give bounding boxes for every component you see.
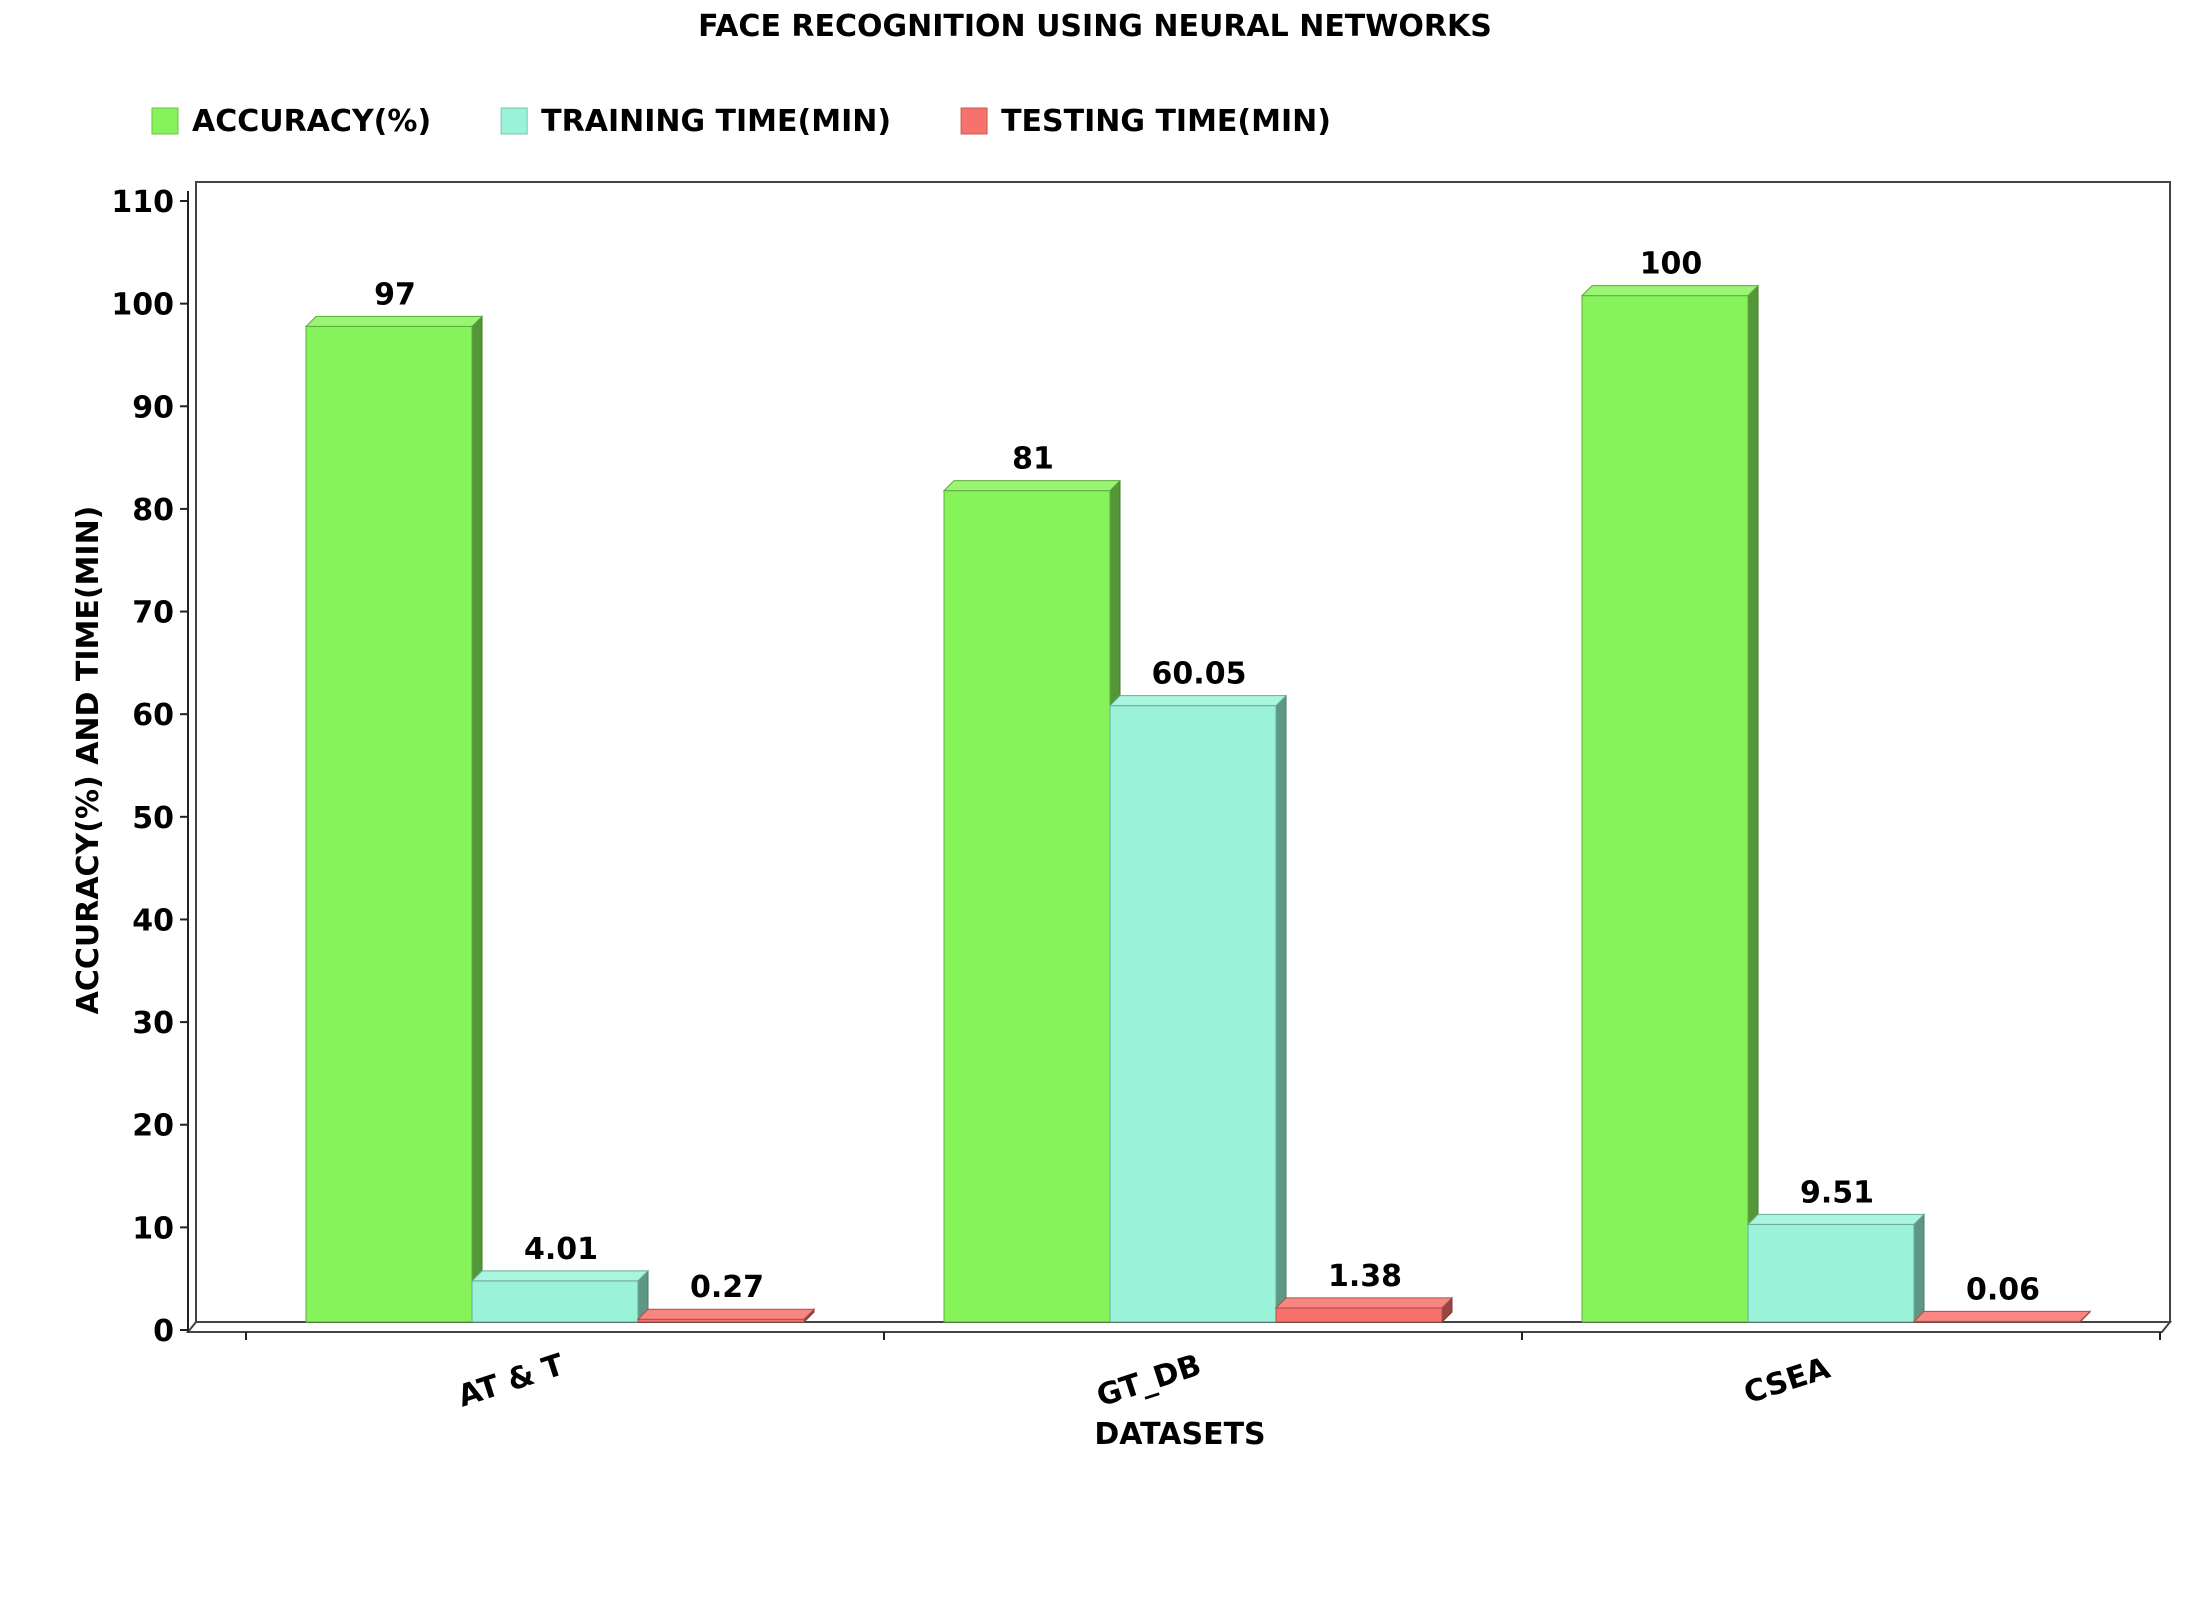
bar-0-2 bbox=[1580, 284, 1760, 1324]
x-tick-label: CSEA bbox=[1740, 1350, 1835, 1411]
data-label: 81 bbox=[1012, 442, 1054, 477]
bar-side bbox=[1747, 284, 1759, 1324]
bar-front bbox=[1581, 295, 1749, 1323]
bar-1-0 bbox=[470, 1269, 650, 1324]
bar-0-0 bbox=[304, 315, 484, 1324]
chart-floor bbox=[185, 1321, 2173, 1333]
chart-title: FACE RECOGNITION USING NEURAL NETWORKS bbox=[698, 9, 1492, 44]
y-tick-label: 80 bbox=[132, 493, 174, 528]
bar-top bbox=[1746, 1213, 1926, 1225]
y-tick-label: 100 bbox=[111, 288, 174, 323]
data-label: 1.38 bbox=[1328, 1259, 1402, 1294]
data-label: 4.01 bbox=[524, 1232, 598, 1267]
y-tick-label: 20 bbox=[132, 1109, 174, 1144]
bar-2-1 bbox=[1274, 1296, 1454, 1324]
x-axis: AT & T GT_DB CSEA bbox=[245, 1332, 2161, 1414]
data-label: 9.51 bbox=[1800, 1175, 1874, 1210]
bar-side bbox=[1913, 1213, 1925, 1324]
bar-front bbox=[1109, 705, 1277, 1323]
legend-label: ACCURACY(%) bbox=[192, 104, 431, 139]
legend-label: TRAINING TIME(MIN) bbox=[541, 104, 891, 139]
bars-group bbox=[304, 284, 2092, 1324]
y-tick-label: 90 bbox=[132, 390, 174, 425]
y-tick-label: 0 bbox=[153, 1314, 174, 1349]
data-label: 0.27 bbox=[690, 1270, 764, 1305]
bar-front bbox=[1275, 1307, 1443, 1323]
y-tick-label: 50 bbox=[132, 801, 174, 836]
legend-swatch bbox=[960, 107, 988, 135]
x-tick-label: GT_DB bbox=[1093, 1348, 1206, 1414]
bar-front bbox=[943, 490, 1111, 1323]
legend-item-0: ACCURACY(%) bbox=[151, 104, 431, 139]
data-label: 97 bbox=[374, 277, 416, 312]
bar-top bbox=[304, 315, 484, 327]
legend-item-2: TESTING TIME(MIN) bbox=[960, 104, 1331, 139]
bar-top bbox=[942, 480, 1122, 492]
bar-top bbox=[1580, 285, 1760, 297]
bar-front bbox=[305, 325, 473, 1323]
data-label: 60.05 bbox=[1152, 657, 1247, 692]
bar-2-0 bbox=[636, 1308, 816, 1324]
x-axis-title: DATASETS bbox=[1094, 1417, 1265, 1452]
y-tick-label: 40 bbox=[132, 903, 174, 938]
y-tick-label: 70 bbox=[132, 596, 174, 631]
y-axis: 0 10 20 30 40 50 60 70 80 90 100 110 bbox=[111, 185, 189, 1349]
bar-2-2 bbox=[1912, 1310, 2092, 1324]
legend-label: TESTING TIME(MIN) bbox=[1001, 104, 1331, 139]
y-tick-label: 110 bbox=[111, 185, 174, 220]
y-axis-title: ACCURACY(%) AND TIME(MIN) bbox=[71, 506, 106, 1015]
bar-0-1 bbox=[942, 479, 1122, 1324]
bar-1-2 bbox=[1746, 1213, 1926, 1324]
bar-front bbox=[471, 1280, 639, 1323]
bar-side bbox=[1275, 694, 1287, 1324]
bar-top bbox=[1274, 1297, 1454, 1309]
value-labels-group: 97 4.01 0.27 81 60.05 1.38 100 9.51 0.06 bbox=[374, 247, 2040, 1308]
y-tick-label: 60 bbox=[132, 698, 174, 733]
bar-1-1 bbox=[1108, 694, 1288, 1324]
data-label: 0.06 bbox=[1966, 1272, 2040, 1307]
y-tick-label: 30 bbox=[132, 1006, 174, 1041]
legend-swatch bbox=[151, 107, 179, 135]
bar-front bbox=[1747, 1223, 1915, 1323]
x-tick-label: AT & T bbox=[454, 1347, 569, 1414]
y-tick-label: 10 bbox=[132, 1211, 174, 1246]
legend-item-1: TRAINING TIME(MIN) bbox=[500, 104, 891, 139]
bar-top bbox=[470, 1270, 650, 1282]
chart-floor-band bbox=[185, 1321, 2173, 1333]
legend: ACCURACY(%) TRAINING TIME(MIN) TESTING TIM… bbox=[151, 104, 1331, 139]
bar-top bbox=[1108, 695, 1288, 707]
bar-top bbox=[1912, 1310, 2092, 1322]
bar-top bbox=[636, 1308, 816, 1320]
data-label: 100 bbox=[1640, 247, 1703, 282]
bar-side bbox=[471, 315, 483, 1324]
legend-swatch bbox=[500, 107, 528, 135]
